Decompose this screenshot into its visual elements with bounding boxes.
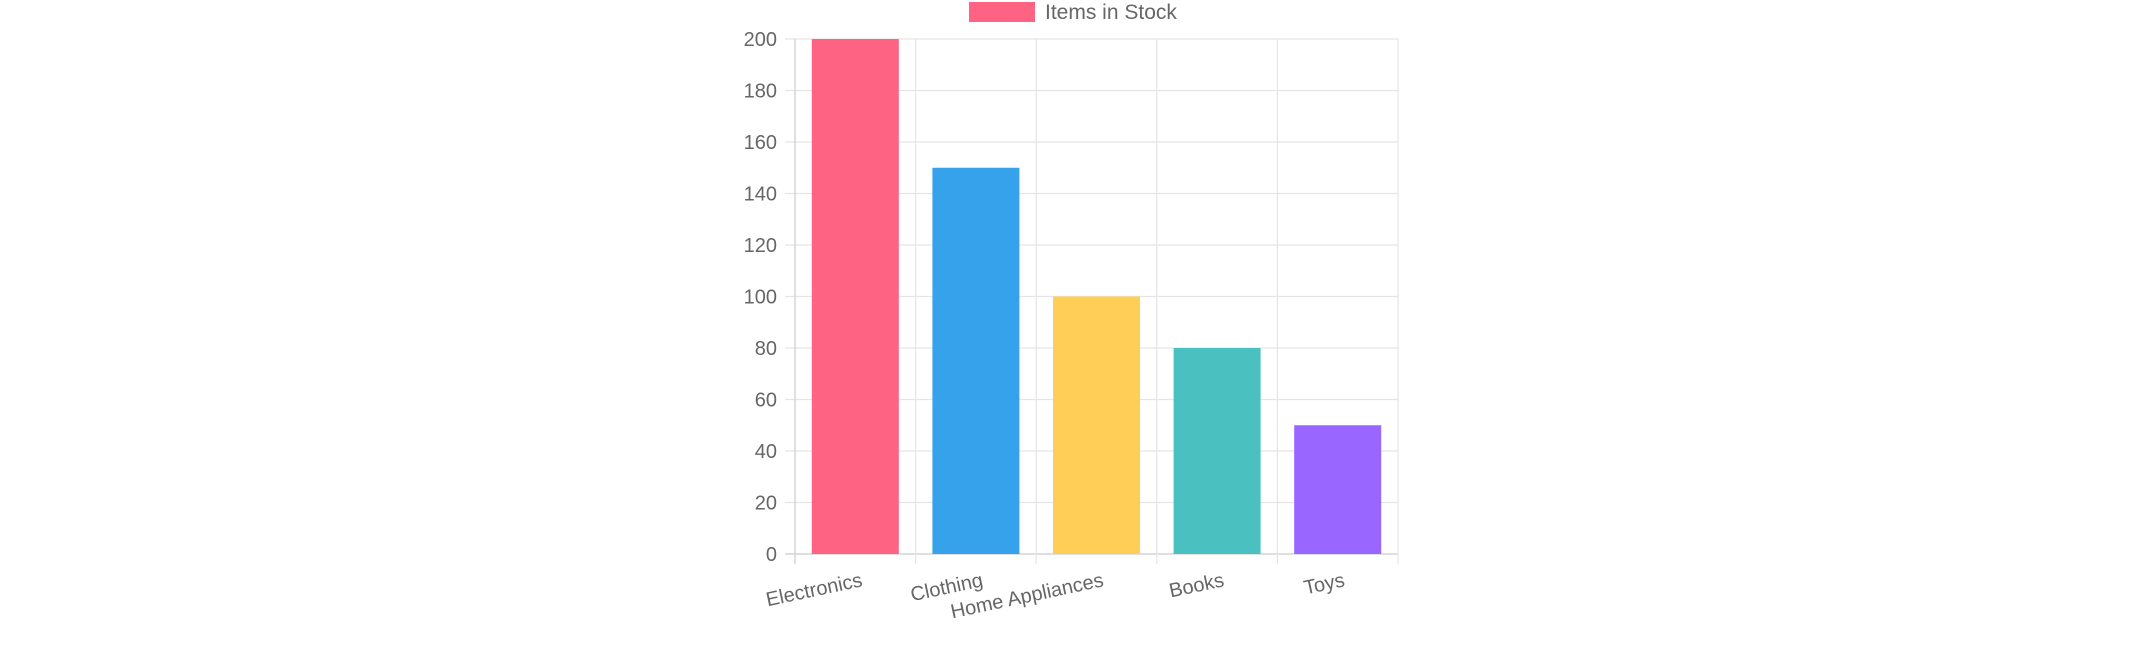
y-tick-label: 20 (755, 493, 777, 515)
bar-clothing[interactable] (932, 167, 1020, 554)
bar-home-appliances[interactable] (1053, 296, 1140, 555)
y-tick-label: 160 (744, 132, 777, 154)
y-tick-label: 200 (744, 29, 777, 51)
y-tick-label: 180 (744, 81, 777, 103)
legend-swatch[interactable] (969, 2, 1035, 22)
y-axis: 0 20 40 60 80 100 120 140 160 180 200 (744, 29, 777, 566)
bar-electronics[interactable] (811, 39, 899, 554)
y-tick-label: 0 (766, 544, 777, 566)
bar-books[interactable] (1173, 348, 1261, 554)
bar-toys[interactable] (1294, 425, 1382, 554)
y-tick-label: 40 (755, 441, 777, 463)
x-tick-label: Books (1167, 569, 1226, 602)
y-tick-label: 80 (755, 338, 777, 360)
x-tick-label: Electronics (764, 569, 864, 611)
x-tick-label: Toys (1302, 569, 1347, 599)
y-tick-label: 140 (744, 184, 777, 206)
legend-label-items-in-stock[interactable]: Items in Stock (1045, 1, 1177, 24)
y-tick-label: 100 (744, 287, 777, 309)
legend[interactable]: Items in Stock (969, 1, 1177, 24)
y-tick-label: 120 (744, 235, 777, 257)
y-tick-label: 60 (755, 390, 777, 412)
bars (811, 39, 1382, 555)
